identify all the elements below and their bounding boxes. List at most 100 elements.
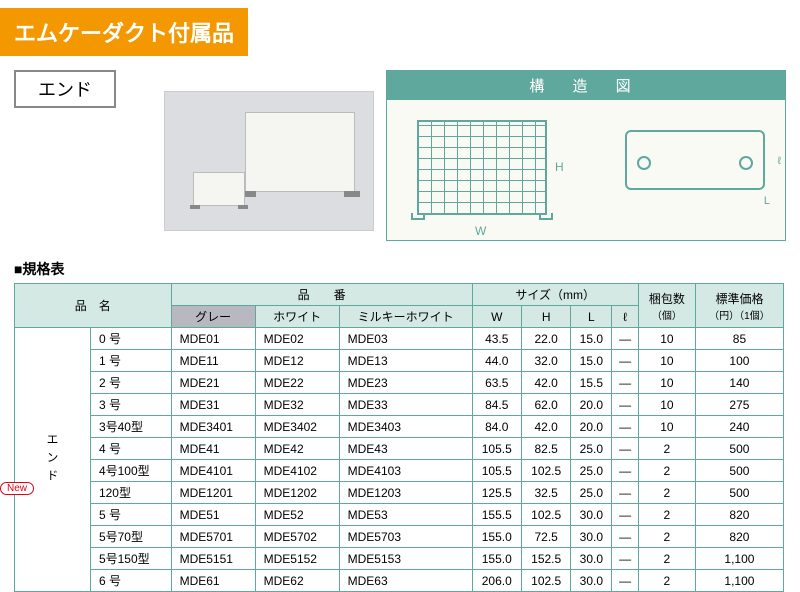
cell-name: 4 号 [90, 438, 171, 460]
cell-price: 1,100 [695, 548, 783, 570]
cell-pack: 2 [638, 460, 695, 482]
table-row: 120型MDE1201MDE1202MDE1203125.532.525.0—2… [15, 482, 784, 504]
cell-L: 15.0 [571, 350, 612, 372]
cell-H: 62.0 [521, 394, 570, 416]
cell-e: — [612, 328, 639, 350]
cell-e: — [612, 526, 639, 548]
cell-w: MDE5152 [255, 548, 339, 570]
cell-W: 105.5 [472, 438, 521, 460]
th-gray: グレー [171, 306, 255, 328]
cell-price: 820 [695, 526, 783, 548]
cell-pack: 10 [638, 394, 695, 416]
cell-w: MDE42 [255, 438, 339, 460]
dim-w-label: W [475, 224, 486, 238]
cell-price: 500 [695, 460, 783, 482]
cell-g: MDE5701 [171, 526, 255, 548]
cell-price: 240 [695, 416, 783, 438]
cell-L: 25.0 [571, 482, 612, 504]
cell-name: 3号40型 [90, 416, 171, 438]
cell-g: MDE5151 [171, 548, 255, 570]
spec-table-wrap: 品 名 品 番 サイズ（mm） 梱包数（個） 標準価格（円）（1個） グレー ホ… [0, 283, 800, 592]
cell-L: 15.5 [571, 372, 612, 394]
cell-H: 152.5 [521, 548, 570, 570]
cell-W: 105.5 [472, 460, 521, 482]
cell-pack: 2 [638, 482, 695, 504]
cell-pack: 10 [638, 416, 695, 438]
upper-section: エンド 端末用 構 造 図 H W L ℓ [0, 70, 800, 241]
cell-L: 30.0 [571, 504, 612, 526]
cell-g: MDE41 [171, 438, 255, 460]
side-view-icon [625, 130, 765, 190]
cell-w: MDE4102 [255, 460, 339, 482]
page-title: エムケーダクト付属品 [0, 8, 248, 56]
table-row: エンド0 号MDE01MDE02MDE0343.522.015.0—1085 [15, 328, 784, 350]
endcap-small-icon [193, 172, 245, 206]
cell-w: MDE02 [255, 328, 339, 350]
th-milky: ミルキーホワイト [339, 306, 472, 328]
cell-W: 155.5 [472, 504, 521, 526]
spec-heading: ■規格表 [14, 259, 786, 279]
cell-L: 30.0 [571, 548, 612, 570]
th-l: L [571, 306, 612, 328]
table-row: 3号40型MDE3401MDE3402MDE340384.042.020.0—1… [15, 416, 784, 438]
table-row: 1 号MDE11MDE12MDE1344.032.015.0—10100 [15, 350, 784, 372]
cell-name: 5号150型 [90, 548, 171, 570]
cell-w: MDE1202 [255, 482, 339, 504]
cell-w: MDE52 [255, 504, 339, 526]
cell-pack: 2 [638, 438, 695, 460]
cell-m: MDE33 [339, 394, 472, 416]
cell-L: 25.0 [571, 460, 612, 482]
cell-W: 155.0 [472, 548, 521, 570]
cell-L: 15.0 [571, 328, 612, 350]
cell-g: MDE21 [171, 372, 255, 394]
cell-name: 5号70型 [90, 526, 171, 548]
th-pack: 梱包数（個） [638, 284, 695, 328]
table-row: 5号70型MDE5701MDE5702MDE5703155.072.530.0—… [15, 526, 784, 548]
cell-W: 125.5 [472, 482, 521, 504]
cell-name: 120型 [90, 482, 171, 504]
cell-L: 30.0 [571, 526, 612, 548]
cell-L: 20.0 [571, 416, 612, 438]
cell-name: 5 号 [90, 504, 171, 526]
cell-g: MDE51 [171, 504, 255, 526]
cell-e: — [612, 504, 639, 526]
th-w: W [472, 306, 521, 328]
th-h: H [521, 306, 570, 328]
cell-W: 43.5 [472, 328, 521, 350]
spec-table: 品 名 品 番 サイズ（mm） 梱包数（個） 標準価格（円）（1個） グレー ホ… [14, 283, 784, 592]
cell-pack: 2 [638, 526, 695, 548]
cell-m: MDE03 [339, 328, 472, 350]
cell-name: 4号100型 [90, 460, 171, 482]
cell-m: MDE13 [339, 350, 472, 372]
th-code: 品 番 [171, 284, 472, 306]
table-row: 4号100型MDE4101MDE4102MDE4103105.5102.525.… [15, 460, 784, 482]
cell-g: MDE3401 [171, 416, 255, 438]
cell-name: 3 号 [90, 394, 171, 416]
cell-e: — [612, 394, 639, 416]
table-row: 4 号MDE41MDE42MDE43105.582.525.0—2500 [15, 438, 784, 460]
cell-name: 0 号 [90, 328, 171, 350]
cell-pack: 2 [638, 504, 695, 526]
cell-price: 140 [695, 372, 783, 394]
cell-w: MDE32 [255, 394, 339, 416]
cell-H: 42.0 [521, 416, 570, 438]
cell-m: MDE53 [339, 504, 472, 526]
cell-H: 32.0 [521, 350, 570, 372]
cell-g: MDE4101 [171, 460, 255, 482]
cell-m: MDE23 [339, 372, 472, 394]
cell-m: MDE1203 [339, 482, 472, 504]
endcap-large-icon [245, 112, 355, 192]
cell-price: 820 [695, 504, 783, 526]
th-size: サイズ（mm） [472, 284, 638, 306]
table-row: 3 号MDE31MDE32MDE3384.562.020.0—10275 [15, 394, 784, 416]
cell-H: 22.0 [521, 328, 570, 350]
cell-L: 20.0 [571, 394, 612, 416]
cell-m: MDE43 [339, 438, 472, 460]
cell-W: 63.5 [472, 372, 521, 394]
cell-w: MDE5702 [255, 526, 339, 548]
cell-name: 2 号 [90, 372, 171, 394]
cell-e: — [612, 482, 639, 504]
cell-pack: 10 [638, 372, 695, 394]
product-label: エンド [14, 70, 116, 108]
dim-l-label: L [764, 195, 770, 207]
